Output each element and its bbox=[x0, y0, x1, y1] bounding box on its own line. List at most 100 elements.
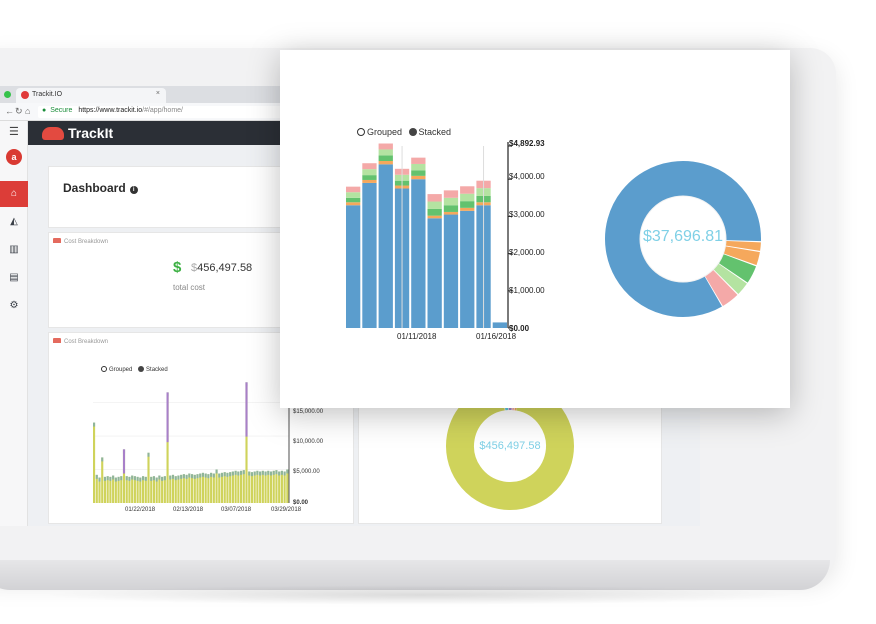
bar[interactable] bbox=[212, 473, 215, 503]
bar-segment[interactable] bbox=[106, 476, 109, 481]
bar[interactable] bbox=[185, 474, 188, 503]
bar[interactable] bbox=[103, 476, 107, 503]
account-avatar[interactable]: a bbox=[6, 149, 22, 165]
bar-segment[interactable] bbox=[378, 160, 393, 165]
bar[interactable] bbox=[182, 474, 185, 503]
bar[interactable] bbox=[215, 469, 218, 503]
donut-slice[interactable] bbox=[604, 160, 762, 318]
bar-segment[interactable] bbox=[128, 476, 131, 481]
bar[interactable] bbox=[139, 477, 142, 503]
bar-segment[interactable] bbox=[362, 179, 377, 183]
bar-segment[interactable] bbox=[120, 476, 123, 481]
bar[interactable] bbox=[174, 476, 177, 503]
bar[interactable] bbox=[161, 476, 164, 503]
bar-segment[interactable] bbox=[443, 214, 459, 328]
bar-segment[interactable] bbox=[283, 471, 286, 476]
bar[interactable] bbox=[133, 476, 136, 503]
bar-segment[interactable] bbox=[204, 473, 207, 478]
bar[interactable] bbox=[204, 473, 207, 503]
bar-segment[interactable] bbox=[152, 476, 156, 481]
bar[interactable] bbox=[248, 471, 251, 503]
sidebar-item-reports[interactable]: ▥ bbox=[0, 237, 28, 263]
bar[interactable] bbox=[220, 472, 224, 503]
bar-segment[interactable] bbox=[231, 471, 234, 476]
bar-segment[interactable] bbox=[346, 192, 361, 198]
bar[interactable] bbox=[106, 476, 109, 503]
bar[interactable] bbox=[280, 470, 283, 503]
bar[interactable] bbox=[272, 470, 275, 503]
bar-segment[interactable] bbox=[346, 186, 361, 193]
bar-segment[interactable] bbox=[161, 476, 164, 481]
bar[interactable] bbox=[226, 472, 229, 503]
bar-segment[interactable] bbox=[166, 392, 169, 443]
bar-segment[interactable] bbox=[443, 205, 459, 212]
bar-segment[interactable] bbox=[411, 163, 426, 171]
bar-segment[interactable] bbox=[139, 477, 142, 482]
legend-grouped[interactable]: Grouped bbox=[109, 367, 133, 373]
bar-segment[interactable] bbox=[112, 475, 115, 480]
bar-segment[interactable] bbox=[103, 476, 107, 481]
bar-segment[interactable] bbox=[117, 476, 120, 481]
bar-segment[interactable] bbox=[346, 197, 361, 203]
bar-segment[interactable] bbox=[346, 205, 361, 328]
bar-segment[interactable] bbox=[261, 470, 264, 475]
bar[interactable] bbox=[256, 470, 259, 503]
bar[interactable] bbox=[95, 474, 98, 503]
bar-segment[interactable] bbox=[215, 469, 218, 474]
sidebar-item-documents[interactable]: ▤ bbox=[0, 265, 28, 291]
bar-segment[interactable] bbox=[142, 476, 145, 481]
bar[interactable] bbox=[250, 472, 254, 503]
bar-segment[interactable] bbox=[460, 210, 475, 328]
bar-segment[interactable] bbox=[362, 163, 377, 170]
home-nav-icon[interactable]: ⌂ bbox=[25, 106, 31, 116]
bar[interactable] bbox=[218, 473, 221, 503]
bar-segment[interactable] bbox=[240, 470, 243, 475]
bar-segment[interactable] bbox=[272, 470, 275, 475]
bar-segment[interactable] bbox=[443, 190, 459, 198]
bar[interactable] bbox=[237, 471, 240, 503]
bar[interactable] bbox=[234, 470, 237, 503]
bar[interactable] bbox=[158, 475, 161, 503]
bar[interactable] bbox=[231, 471, 234, 503]
bar-segment[interactable] bbox=[212, 473, 215, 478]
info-icon[interactable]: i bbox=[129, 186, 138, 194]
bar[interactable] bbox=[191, 474, 194, 503]
bar-segment[interactable] bbox=[411, 157, 426, 164]
bar-segment[interactable] bbox=[492, 322, 507, 328]
bar[interactable] bbox=[144, 476, 147, 503]
stacked-radio-icon[interactable] bbox=[138, 366, 145, 372]
bar-segment[interactable] bbox=[210, 472, 213, 477]
bar-segment[interactable] bbox=[177, 475, 180, 480]
bar-segment[interactable] bbox=[259, 471, 262, 476]
bar[interactable] bbox=[166, 392, 169, 503]
bar[interactable] bbox=[120, 476, 123, 503]
bar-segment[interactable] bbox=[245, 382, 248, 437]
bar-segment[interactable] bbox=[460, 201, 475, 208]
bar[interactable] bbox=[207, 474, 210, 503]
bar[interactable] bbox=[283, 471, 286, 503]
bar-segment[interactable] bbox=[182, 474, 185, 479]
bar[interactable] bbox=[275, 470, 278, 503]
bar-segment[interactable] bbox=[264, 471, 267, 476]
bar-segment[interactable] bbox=[378, 143, 393, 150]
bar-segment[interactable] bbox=[378, 149, 393, 156]
bar[interactable] bbox=[136, 476, 139, 503]
bar-segment[interactable] bbox=[174, 476, 177, 481]
bar[interactable] bbox=[150, 476, 153, 503]
bar-segment[interactable] bbox=[95, 474, 98, 479]
browser-tab[interactable]: Trackit.IO × bbox=[16, 88, 166, 103]
bar-segment[interactable] bbox=[155, 477, 158, 482]
bar-segment[interactable] bbox=[185, 474, 188, 479]
bar-segment[interactable] bbox=[253, 471, 256, 476]
bar[interactable] bbox=[131, 475, 134, 503]
bar-segment[interactable] bbox=[109, 476, 112, 481]
bar[interactable] bbox=[180, 474, 183, 503]
bar[interactable] bbox=[253, 471, 256, 503]
bar[interactable] bbox=[117, 476, 120, 503]
bar[interactable] bbox=[93, 422, 96, 503]
bar-segment[interactable] bbox=[169, 475, 172, 480]
grouped-radio-icon[interactable] bbox=[357, 128, 365, 136]
bar[interactable] bbox=[259, 471, 262, 503]
bar-segment[interactable] bbox=[269, 471, 273, 476]
bar-segment[interactable] bbox=[234, 470, 237, 475]
